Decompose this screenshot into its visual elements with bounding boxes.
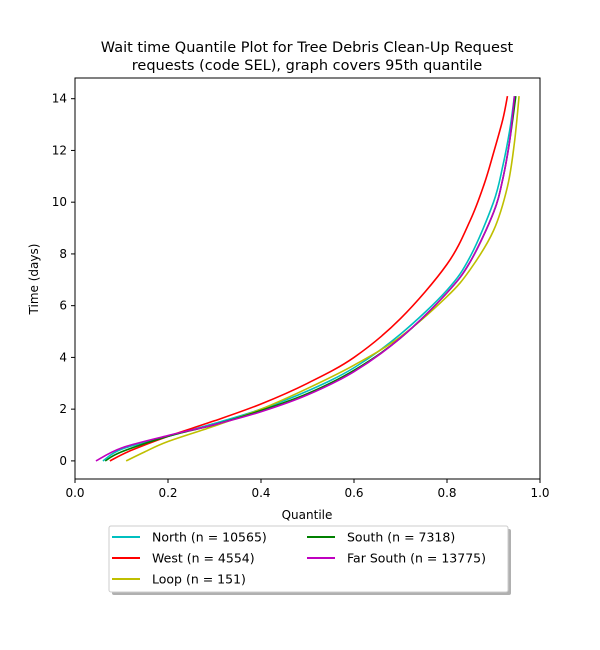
series-line-5 (95, 96, 516, 462)
series-lines (95, 95, 520, 462)
y-tick-label: 12 (52, 143, 67, 157)
y-tick-label: 8 (59, 247, 67, 261)
legend-label: Loop (n = 151) (152, 572, 246, 587)
x-tick-label: 0.0 (65, 486, 84, 500)
series-line-3 (125, 96, 520, 462)
y-axis-ticks: 0 2 4 6 8 10 12 14 (52, 92, 75, 468)
x-tick-label: 0.4 (251, 486, 270, 500)
chart-title-line-1: Wait time Quantile Plot for Tree Debris … (101, 40, 514, 56)
x-tick-label: 0.2 (158, 486, 177, 500)
plot-area (74, 77, 541, 480)
y-tick-label: 10 (52, 195, 67, 209)
legend: North (n = 10565) West (n = 4554) Loop (n … (108, 525, 511, 595)
legend-label: Far South (n = 13775) (347, 551, 486, 566)
y-tick-label: 4 (59, 350, 67, 364)
x-tick-label: 1.0 (530, 486, 549, 500)
x-axis-ticks: 0.0 0.2 0.4 0.6 0.8 1.0 (65, 479, 550, 500)
x-tick-label: 0.8 (437, 486, 456, 500)
legend-label: South (n = 7318) (347, 530, 455, 545)
y-tick-label: 0 (59, 454, 67, 468)
legend-label: West (n = 4554) (152, 551, 255, 566)
y-tick-label: 14 (52, 92, 67, 106)
y-axis-label: Time (days) (27, 244, 41, 316)
y-tick-label: 6 (59, 299, 67, 313)
chart-title-line-2: requests (code SEL), graph covers 95th q… (132, 58, 483, 74)
legend-label: North (n = 10565) (152, 530, 267, 545)
y-tick-label: 2 (59, 402, 67, 416)
x-axis-label: Quantile (282, 508, 333, 522)
x-tick-label: 0.6 (344, 486, 363, 500)
